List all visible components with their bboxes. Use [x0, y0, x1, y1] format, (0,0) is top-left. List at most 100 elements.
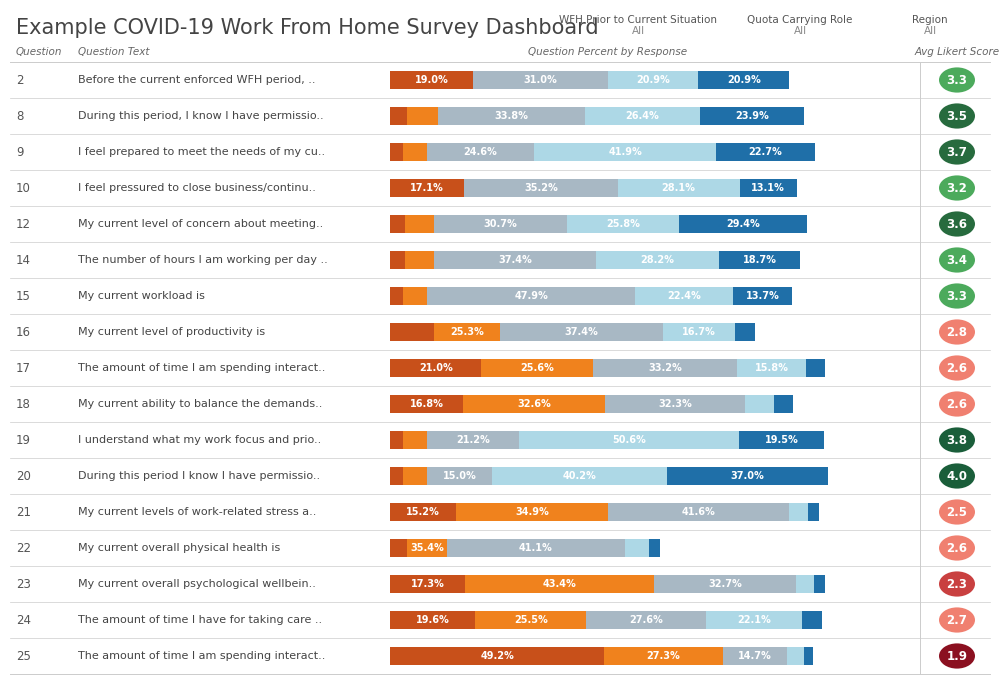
Text: 14.7%: 14.7%	[738, 651, 771, 661]
Bar	[476, 611, 586, 629]
Text: 1.9: 1.9	[946, 650, 967, 663]
Text: 15: 15	[16, 289, 31, 302]
Text: 22.1%: 22.1%	[737, 615, 771, 625]
Bar	[604, 395, 745, 413]
Bar	[390, 431, 403, 449]
Bar	[596, 250, 719, 269]
Bar	[434, 250, 596, 269]
Bar	[390, 250, 406, 269]
Ellipse shape	[939, 140, 975, 165]
Text: 24.6%: 24.6%	[464, 147, 498, 157]
Text: 19.6%: 19.6%	[416, 615, 450, 625]
Bar	[390, 143, 403, 161]
Text: During this period I know I have permissio..: During this period I know I have permiss…	[78, 471, 320, 481]
Text: My current ability to balance the demands..: My current ability to balance the demand…	[78, 399, 323, 409]
Text: 12: 12	[16, 218, 31, 231]
Bar	[403, 431, 427, 449]
Text: Avg Likert Score: Avg Likert Score	[914, 47, 999, 57]
Bar	[390, 215, 406, 233]
Text: 23: 23	[16, 577, 31, 590]
Text: I understand what my work focus and prio..: I understand what my work focus and prio…	[78, 435, 322, 445]
Text: 3.3: 3.3	[947, 73, 967, 86]
Bar	[438, 107, 584, 125]
Bar	[716, 143, 815, 161]
Text: 41.1%: 41.1%	[519, 543, 552, 553]
Text: I feel prepared to meet the needs of my cu..: I feel prepared to meet the needs of my …	[78, 147, 325, 157]
Text: 18: 18	[16, 397, 31, 410]
Bar	[390, 575, 466, 593]
Text: 25.5%: 25.5%	[513, 615, 547, 625]
Text: During this period, I know I have permissio..: During this period, I know I have permis…	[78, 111, 324, 121]
Text: 23.9%: 23.9%	[735, 111, 768, 121]
Bar	[427, 287, 635, 305]
Text: Region: Region	[912, 15, 948, 25]
Text: 32.3%: 32.3%	[658, 399, 692, 409]
Text: 25.8%: 25.8%	[606, 219, 640, 229]
Text: Example COVID-19 Work From Home Survey Dashboard: Example COVID-19 Work From Home Survey D…	[16, 18, 598, 38]
Bar	[403, 287, 427, 305]
Bar	[654, 575, 796, 593]
Text: 37.4%: 37.4%	[498, 255, 531, 265]
Text: 20.9%: 20.9%	[636, 75, 670, 85]
Text: 9: 9	[16, 146, 24, 159]
Bar	[722, 646, 787, 666]
Bar	[773, 395, 793, 413]
Text: 3.4: 3.4	[946, 254, 967, 267]
Bar	[745, 395, 773, 413]
Text: WFH Prior to Current Situation: WFH Prior to Current Situation	[559, 15, 717, 25]
Text: 3.5: 3.5	[946, 109, 967, 122]
Bar	[649, 538, 660, 557]
Text: The amount of time I am spending interact..: The amount of time I am spending interac…	[78, 363, 326, 373]
Text: 17.3%: 17.3%	[411, 579, 445, 589]
Bar	[434, 215, 567, 233]
Ellipse shape	[939, 536, 975, 561]
Text: 3.6: 3.6	[946, 218, 967, 231]
Text: My current workload is: My current workload is	[78, 291, 205, 301]
Text: 21: 21	[16, 505, 31, 518]
Text: 31.0%: 31.0%	[523, 75, 557, 85]
Bar	[802, 611, 822, 629]
Text: 18.7%: 18.7%	[742, 255, 776, 265]
Text: 30.7%: 30.7%	[484, 219, 517, 229]
Bar	[403, 466, 427, 486]
Text: 16.7%: 16.7%	[682, 327, 716, 337]
Text: 20: 20	[16, 469, 31, 482]
Text: 17.1%: 17.1%	[411, 183, 445, 193]
Ellipse shape	[939, 319, 975, 345]
Bar	[814, 575, 824, 593]
Text: The number of hours I am working per day ..: The number of hours I am working per day…	[78, 255, 328, 265]
Text: 15.8%: 15.8%	[754, 363, 788, 373]
Text: 21.2%: 21.2%	[457, 435, 490, 445]
Bar	[500, 323, 662, 341]
Bar	[735, 323, 755, 341]
Text: 2.7: 2.7	[947, 614, 967, 627]
Bar	[519, 431, 739, 449]
Ellipse shape	[939, 499, 975, 525]
Text: My current level of productivity is: My current level of productivity is	[78, 327, 265, 337]
Text: 37.0%: 37.0%	[730, 471, 764, 481]
Bar	[465, 179, 617, 198]
Bar	[617, 179, 739, 198]
Text: 32.6%: 32.6%	[517, 399, 550, 409]
Text: 2.8: 2.8	[946, 326, 967, 339]
Text: 27.6%: 27.6%	[629, 615, 663, 625]
Ellipse shape	[939, 68, 975, 92]
Text: My current level of concern about meeting..: My current level of concern about meetin…	[78, 219, 324, 229]
Bar	[408, 538, 447, 557]
Bar	[390, 107, 408, 125]
Bar	[662, 323, 735, 341]
Bar	[408, 107, 438, 125]
Bar	[427, 143, 534, 161]
Text: 8: 8	[16, 109, 23, 122]
Bar	[567, 215, 679, 233]
Ellipse shape	[939, 644, 975, 668]
Bar	[737, 358, 806, 378]
Text: 35.4%: 35.4%	[411, 543, 444, 553]
Bar	[808, 503, 819, 521]
Bar	[787, 646, 804, 666]
Text: All: All	[631, 26, 644, 36]
Text: I feel pressured to close business/continu..: I feel pressured to close business/conti…	[78, 183, 316, 193]
Text: 49.2%: 49.2%	[481, 651, 513, 661]
Ellipse shape	[939, 607, 975, 633]
Ellipse shape	[939, 391, 975, 417]
